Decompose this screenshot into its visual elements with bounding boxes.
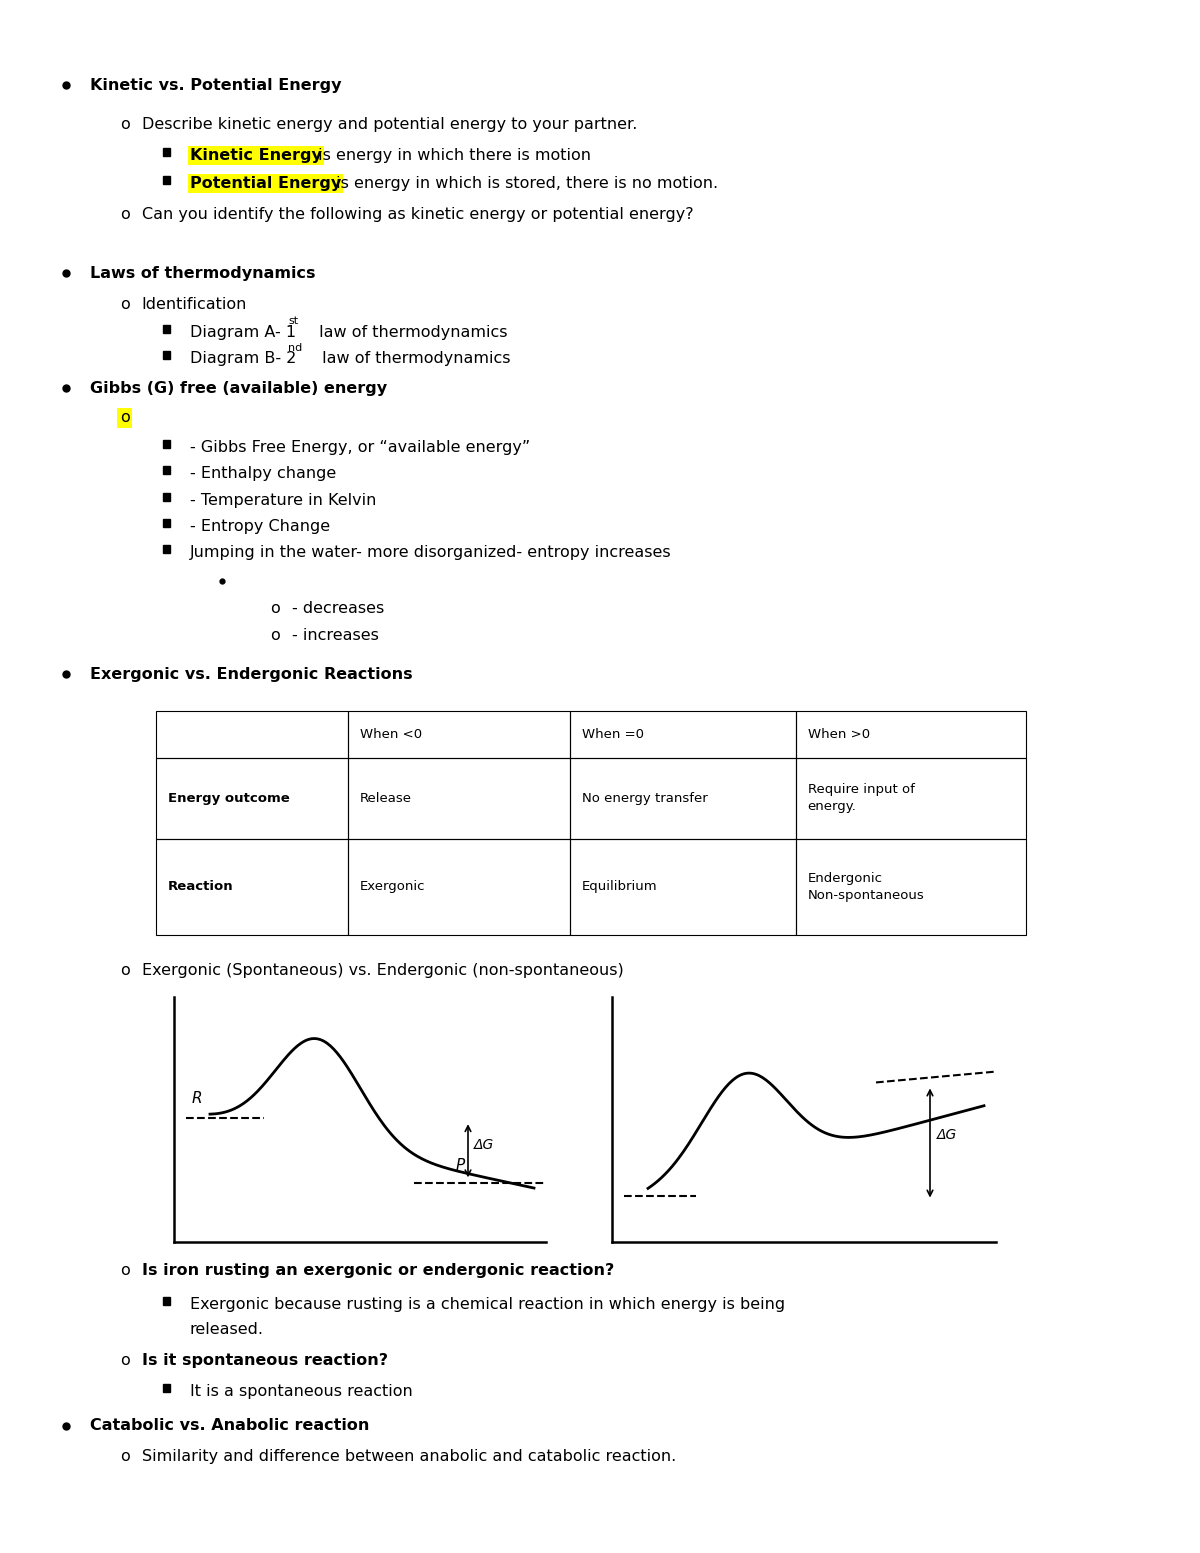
Bar bbox=[163, 1297, 170, 1305]
Text: Exergonic (Spontaneous) vs. Endergonic (non-spontaneous): Exergonic (Spontaneous) vs. Endergonic (… bbox=[142, 963, 623, 978]
Bar bbox=[348, 758, 570, 839]
Text: o: o bbox=[120, 116, 130, 132]
Bar bbox=[163, 439, 170, 447]
Bar bbox=[163, 175, 170, 183]
Bar bbox=[570, 839, 796, 935]
Text: Reaction: Reaction bbox=[168, 881, 234, 893]
Text: Release: Release bbox=[360, 792, 412, 804]
Text: - increases: - increases bbox=[292, 627, 378, 643]
Text: Gibbs (G) free (available) energy: Gibbs (G) free (available) energy bbox=[90, 380, 388, 396]
Text: o: o bbox=[120, 1449, 130, 1464]
Text: Diagram A- 1: Diagram A- 1 bbox=[190, 325, 295, 340]
Bar bbox=[796, 711, 1026, 758]
Bar bbox=[570, 711, 796, 758]
Text: st: st bbox=[288, 317, 298, 326]
Text: Laws of thermodynamics: Laws of thermodynamics bbox=[90, 266, 316, 281]
Text: P: P bbox=[456, 1157, 466, 1173]
Text: Jumping in the water- more disorganized- entropy increases: Jumping in the water- more disorganized-… bbox=[190, 545, 671, 561]
Text: - decreases: - decreases bbox=[292, 601, 384, 617]
Text: Describe kinetic energy and potential energy to your partner.: Describe kinetic energy and potential en… bbox=[142, 116, 637, 132]
Bar bbox=[163, 148, 170, 155]
Text: No energy transfer: No energy transfer bbox=[582, 792, 708, 804]
Text: o: o bbox=[120, 297, 130, 312]
Text: Exergonic: Exergonic bbox=[360, 881, 426, 893]
Text: o: o bbox=[120, 1353, 130, 1368]
Text: Kinetic Energy: Kinetic Energy bbox=[190, 148, 322, 163]
Bar bbox=[156, 758, 348, 839]
Bar bbox=[163, 492, 170, 500]
Text: Kinetic vs. Potential Energy: Kinetic vs. Potential Energy bbox=[90, 78, 342, 93]
Bar bbox=[796, 839, 1026, 935]
Text: o: o bbox=[270, 601, 280, 617]
Text: When <0: When <0 bbox=[360, 728, 422, 741]
Bar bbox=[163, 351, 170, 359]
Text: o: o bbox=[120, 410, 130, 426]
Bar bbox=[348, 839, 570, 935]
Bar bbox=[570, 758, 796, 839]
Text: - Entropy Change: - Entropy Change bbox=[190, 519, 330, 534]
Text: Exergonic vs. Endergonic Reactions: Exergonic vs. Endergonic Reactions bbox=[90, 666, 413, 682]
Bar bbox=[163, 519, 170, 526]
Text: When =0: When =0 bbox=[582, 728, 644, 741]
Text: - Enthalpy change: - Enthalpy change bbox=[190, 466, 336, 481]
Text: When >0: When >0 bbox=[808, 728, 870, 741]
Text: ΔG: ΔG bbox=[474, 1138, 494, 1152]
Text: o: o bbox=[120, 963, 130, 978]
Bar bbox=[796, 758, 1026, 839]
Text: Diagram B- 2: Diagram B- 2 bbox=[190, 351, 296, 367]
Text: Endergonic
Non-spontaneous: Endergonic Non-spontaneous bbox=[808, 871, 924, 902]
Text: is energy in which is stored, there is no motion.: is energy in which is stored, there is n… bbox=[331, 175, 718, 191]
Text: Catabolic vs. Anabolic reaction: Catabolic vs. Anabolic reaction bbox=[90, 1418, 370, 1433]
Text: o: o bbox=[120, 1263, 130, 1278]
Text: Is it spontaneous reaction?: Is it spontaneous reaction? bbox=[142, 1353, 388, 1368]
Text: o: o bbox=[270, 627, 280, 643]
Text: Require input of
energy.: Require input of energy. bbox=[808, 783, 914, 814]
Text: It is a spontaneous reaction: It is a spontaneous reaction bbox=[190, 1384, 413, 1399]
Bar bbox=[163, 1384, 170, 1391]
Text: Exergonic because rusting is a chemical reaction in which energy is being: Exergonic because rusting is a chemical … bbox=[190, 1297, 785, 1312]
Bar bbox=[348, 711, 570, 758]
Text: is energy in which there is motion: is energy in which there is motion bbox=[313, 148, 592, 163]
Text: Can you identify the following as kinetic energy or potential energy?: Can you identify the following as kineti… bbox=[142, 207, 694, 222]
Bar bbox=[156, 839, 348, 935]
Bar bbox=[163, 545, 170, 553]
Text: Equilibrium: Equilibrium bbox=[582, 881, 658, 893]
Bar bbox=[156, 711, 348, 758]
Text: Energy outcome: Energy outcome bbox=[168, 792, 289, 804]
Text: Potential Energy: Potential Energy bbox=[190, 175, 341, 191]
Text: law of thermodynamics: law of thermodynamics bbox=[317, 351, 510, 367]
Text: Is iron rusting an exergonic or endergonic reaction?: Is iron rusting an exergonic or endergon… bbox=[142, 1263, 614, 1278]
Text: released.: released. bbox=[190, 1322, 264, 1337]
Text: - Gibbs Free Energy, or “available energy”: - Gibbs Free Energy, or “available energ… bbox=[190, 439, 530, 455]
Text: R: R bbox=[192, 1090, 203, 1106]
Text: law of thermodynamics: law of thermodynamics bbox=[314, 325, 508, 340]
Text: - Temperature in Kelvin: - Temperature in Kelvin bbox=[190, 492, 376, 508]
Bar bbox=[163, 466, 170, 474]
Bar bbox=[163, 325, 170, 332]
Text: nd: nd bbox=[288, 343, 302, 353]
Text: o: o bbox=[120, 207, 130, 222]
Text: ΔG: ΔG bbox=[937, 1127, 958, 1143]
Text: Similarity and difference between anabolic and catabolic reaction.: Similarity and difference between anabol… bbox=[142, 1449, 676, 1464]
Text: Identification: Identification bbox=[142, 297, 247, 312]
